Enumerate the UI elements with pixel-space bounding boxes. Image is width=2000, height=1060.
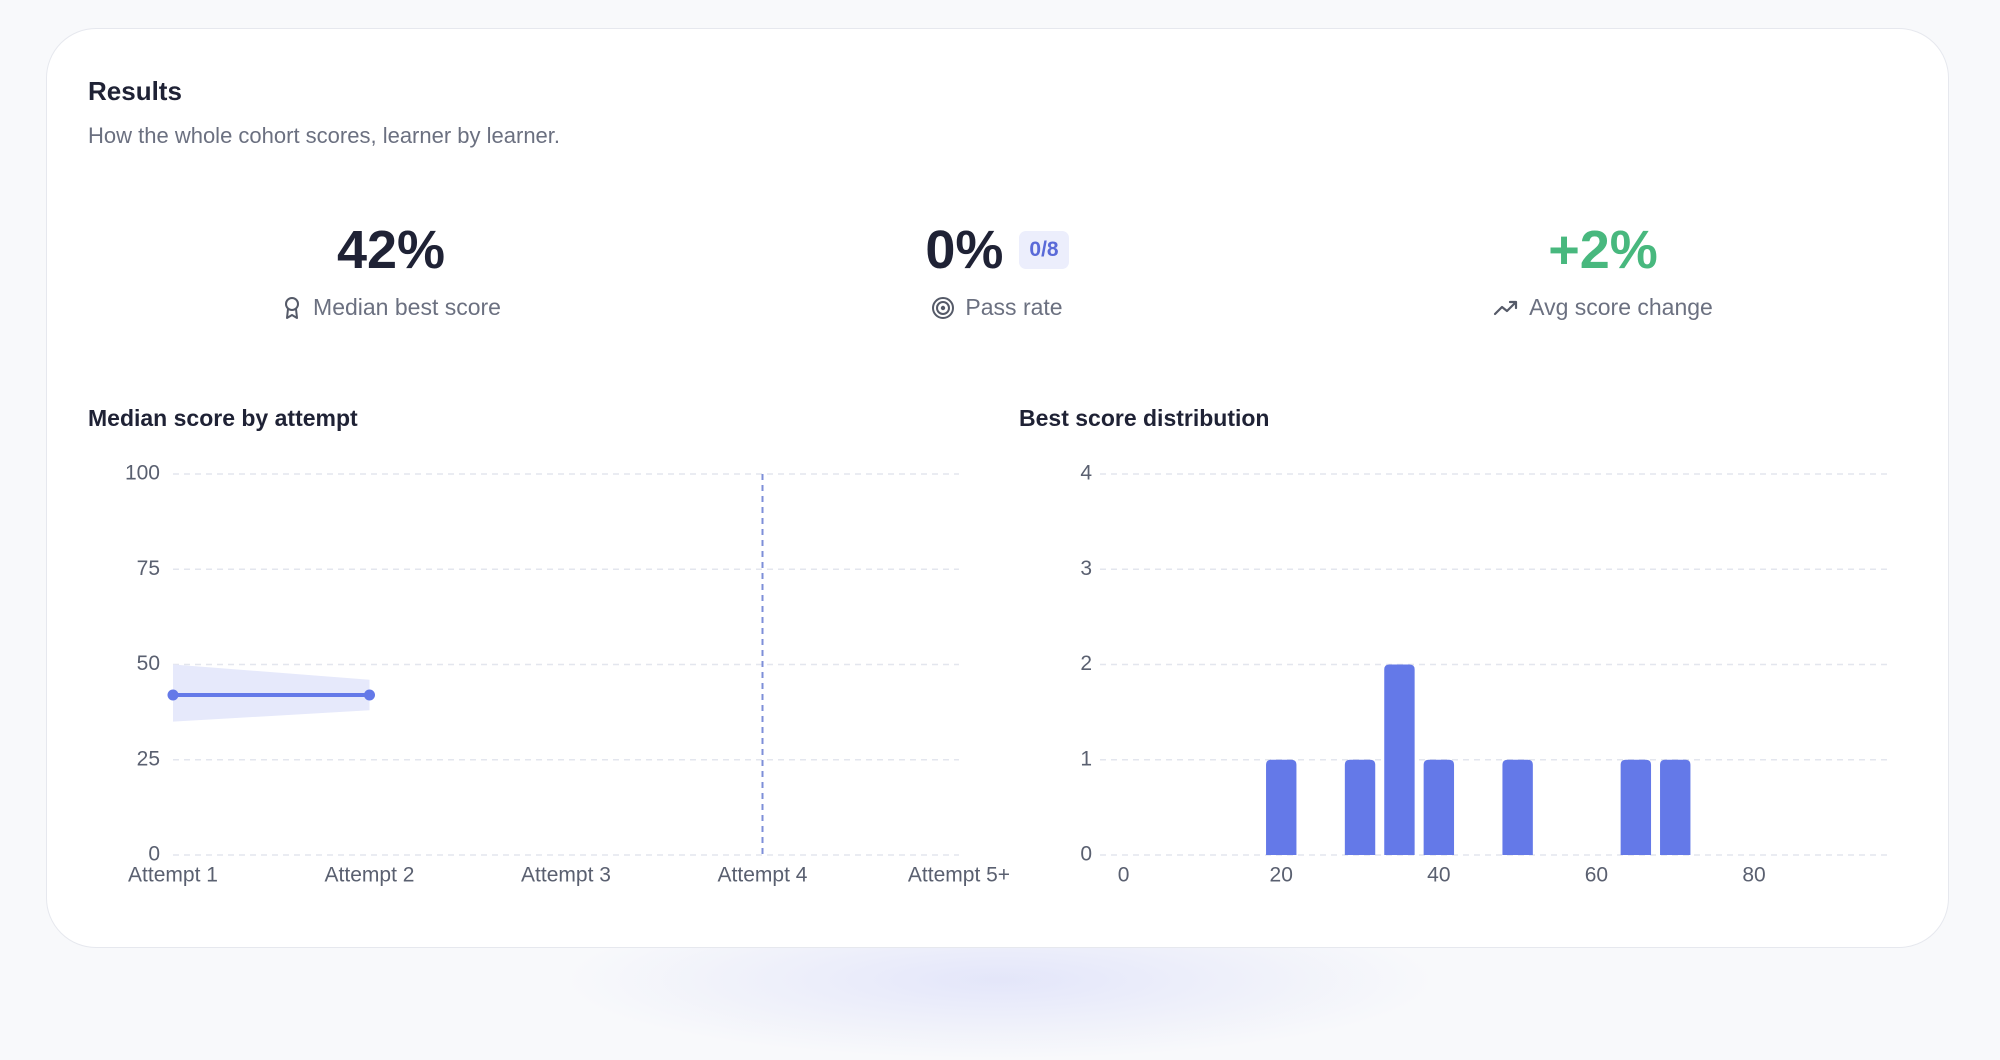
page: Results How the whole cohort scores, lea… — [46, 28, 1949, 1060]
y-tick-label: 25 — [137, 747, 160, 770]
bar — [1384, 664, 1415, 855]
y-tick-label: 0 — [1080, 843, 1092, 866]
chart-title: Best score distribution — [1019, 405, 1270, 431]
y-tick-label: 4 — [1080, 462, 1092, 485]
bar — [1423, 759, 1455, 855]
y-tick-label: 2 — [1080, 652, 1092, 675]
stat-value: 0% 0/8 — [925, 218, 1069, 282]
stat-label: Avg score change — [1493, 294, 1713, 321]
point — [167, 689, 179, 701]
x-tick-label: 40 — [1427, 864, 1450, 887]
x-tick-label: Attempt 3 — [521, 864, 611, 887]
x-tick-label: Attempt 2 — [325, 864, 415, 887]
chart-title: Median score by attempt — [88, 405, 358, 431]
stat: +2% Avg score change — [1300, 218, 1906, 321]
stat-text: Median best score — [313, 294, 501, 320]
x-tick-label: 20 — [1270, 864, 1293, 887]
subtitle: How the whole cohort scores, learner by … — [88, 123, 561, 148]
bar — [1344, 759, 1376, 855]
y-tick-label: 1 — [1080, 747, 1092, 770]
bar — [1660, 759, 1691, 855]
stat-label: Median best score — [281, 294, 501, 321]
stat-value: +2% — [1548, 218, 1658, 282]
y-tick-label: 3 — [1080, 557, 1092, 580]
trend-icon — [1494, 300, 1518, 315]
x-tick-label: Attempt 4 — [718, 864, 808, 887]
stat-value: 42% — [337, 218, 445, 282]
title: Results — [88, 76, 182, 106]
x-tick-label: 0 — [1118, 864, 1130, 887]
point — [364, 689, 375, 701]
stat-number: +2% — [1548, 220, 1658, 280]
bar — [1266, 759, 1297, 855]
y-tick-label: 100 — [125, 462, 160, 485]
y-tick-label: 75 — [137, 557, 160, 580]
target-icon — [932, 296, 955, 319]
y-tick-label: 50 — [137, 652, 160, 675]
x-tick-label: Attempt 1 — [128, 864, 218, 887]
stat: 42% Median best score — [88, 218, 694, 321]
stat: 0% 0/8 Pass rate — [694, 218, 1300, 321]
x-tick-label: Attempt 5+ — [908, 864, 1010, 887]
stat-label: Pass rate — [931, 294, 1063, 321]
ribbon-icon — [285, 296, 300, 319]
y-tick-label: 0 — [148, 843, 160, 866]
bar — [1502, 759, 1533, 855]
stat-text: Pass rate — [965, 294, 1063, 320]
stat-text: Avg score change — [1529, 294, 1713, 320]
stat-number: 42% — [336, 220, 446, 280]
x-tick-label: 60 — [1585, 864, 1608, 887]
stat-badge: 0/8 — [1019, 231, 1069, 269]
stat-number: 0% — [925, 220, 1004, 280]
x-tick-label: 80 — [1742, 864, 1765, 887]
bar — [1620, 759, 1652, 855]
